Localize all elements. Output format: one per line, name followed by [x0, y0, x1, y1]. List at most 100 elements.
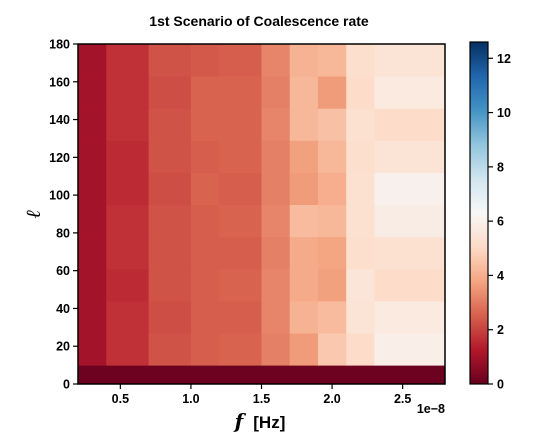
heatmap-cell — [261, 108, 291, 141]
heatmap-cell — [374, 236, 446, 270]
heatmap-cells — [78, 44, 446, 385]
heatmap-cell — [374, 76, 446, 109]
heatmap-cell — [78, 140, 107, 173]
heatmap-cell — [190, 172, 220, 206]
heatmap-cell — [219, 268, 262, 302]
heatmap-cell — [289, 172, 319, 206]
heatmap-cell — [374, 333, 446, 366]
heatmap-cell — [261, 172, 291, 206]
heatmap-cell — [261, 76, 291, 109]
heatmap-cell — [78, 268, 107, 302]
heatmap-cell — [289, 300, 319, 334]
heatmap-cell — [289, 333, 319, 366]
heatmap-cell — [261, 140, 291, 173]
heatmap-cell — [374, 44, 446, 77]
heatmap-cell — [148, 108, 192, 141]
heatmap-cell — [190, 204, 220, 238]
x-axis: 0.5 1.0 1.5 2.0 2.5 — [112, 384, 411, 406]
heatmap-cell — [219, 76, 262, 109]
heatmap-cell — [219, 172, 262, 206]
heatmap-cell — [346, 236, 375, 270]
colorbar — [469, 41, 489, 385]
heatmap-cell — [148, 204, 192, 238]
heatmap-cell — [374, 204, 446, 238]
heatmap-cell — [106, 300, 150, 334]
x-axis-offset: 1e−8 — [417, 402, 445, 416]
heatmap-cell — [346, 44, 375, 77]
heatmap-cell — [190, 268, 220, 302]
y-tick-label: 80 — [56, 226, 70, 240]
heatmap-cell — [78, 108, 107, 141]
heatmap-cell — [289, 108, 319, 141]
heatmap-cell — [106, 204, 150, 238]
heatmap-cell — [346, 300, 375, 334]
heatmap-cell — [190, 300, 220, 334]
heatmap-cell — [374, 172, 446, 206]
heatmap-cell — [148, 300, 192, 334]
heatmap-cell — [148, 236, 192, 270]
heatmap-cell — [289, 76, 319, 109]
heatmap-cell — [190, 140, 220, 173]
heatmap-cell — [317, 236, 347, 270]
x-tick-label: 2.0 — [323, 392, 340, 406]
heatmap-cell — [317, 204, 347, 238]
colorbar-tick-label: 12 — [497, 52, 511, 66]
heatmap-cell — [219, 333, 262, 366]
y-tick-label: 180 — [49, 38, 70, 52]
heatmap-cell — [190, 108, 220, 141]
heatmap-cell — [148, 140, 192, 173]
y-axis: 0 20 40 60 80 100 120 140 160 180 — [49, 38, 78, 392]
y-tick-label: 0 — [63, 378, 70, 392]
colorbar-ticks: 0 2 4 6 8 10 12 — [488, 52, 511, 392]
heatmap-cell — [106, 236, 150, 270]
heatmap-cell — [106, 44, 150, 77]
heatmap-cell — [289, 44, 319, 77]
heatmap-cell — [261, 268, 291, 302]
heatmap-cell — [261, 44, 291, 77]
y-tick-label: 160 — [49, 75, 70, 89]
heatmap-cell — [78, 333, 107, 366]
chart-title: 1st Scenario of Coalescence rate — [149, 13, 369, 29]
heatmap-cell — [374, 300, 446, 334]
heatmap-cell — [78, 204, 107, 238]
heatmap-cell — [106, 333, 150, 366]
colorbar-tick-label: 6 — [497, 215, 504, 229]
heatmap-cell — [219, 236, 262, 270]
heatmap-cell — [78, 76, 107, 109]
heatmap-cell — [317, 108, 347, 141]
heatmap-cell — [190, 333, 220, 366]
y-tick-label: 100 — [49, 189, 70, 203]
heatmap-cell — [289, 140, 319, 173]
heatmap-cell — [317, 300, 347, 334]
heatmap-cell — [261, 236, 291, 270]
heatmap-cell — [219, 300, 262, 334]
heatmap-cell — [289, 268, 319, 302]
x-tick-label: 0.5 — [112, 392, 129, 406]
heatmap-cell — [219, 108, 262, 141]
heatmap-cell — [78, 172, 107, 206]
x-tick-label: 1.0 — [182, 392, 199, 406]
heatmap-cell — [106, 108, 150, 141]
x-axis-label: f [Hz] — [233, 409, 286, 433]
y-axis-label: ℓ — [21, 210, 45, 219]
y-tick-label: 120 — [49, 151, 70, 165]
heatmap-cell — [374, 108, 446, 141]
heatmap-cell — [106, 140, 150, 173]
heatmap-cell — [148, 268, 192, 302]
heatmap-cell — [190, 44, 220, 77]
y-tick-label: 20 — [56, 340, 70, 354]
heatmap-cell — [219, 204, 262, 238]
colorbar-tick-label: 2 — [497, 323, 504, 337]
y-tick-label: 140 — [49, 113, 70, 127]
heatmap-cell — [317, 44, 347, 77]
heatmap-cell — [78, 300, 107, 334]
x-axis-label-unit: [Hz] — [253, 413, 285, 432]
heatmap-cell — [148, 44, 192, 77]
heatmap-cell — [346, 108, 375, 141]
heatmap-cell — [106, 76, 150, 109]
heatmap-cell — [317, 268, 347, 302]
heatmap-cell — [148, 333, 192, 366]
x-tick-label: 2.5 — [394, 392, 411, 406]
heatmap-cell — [289, 236, 319, 270]
